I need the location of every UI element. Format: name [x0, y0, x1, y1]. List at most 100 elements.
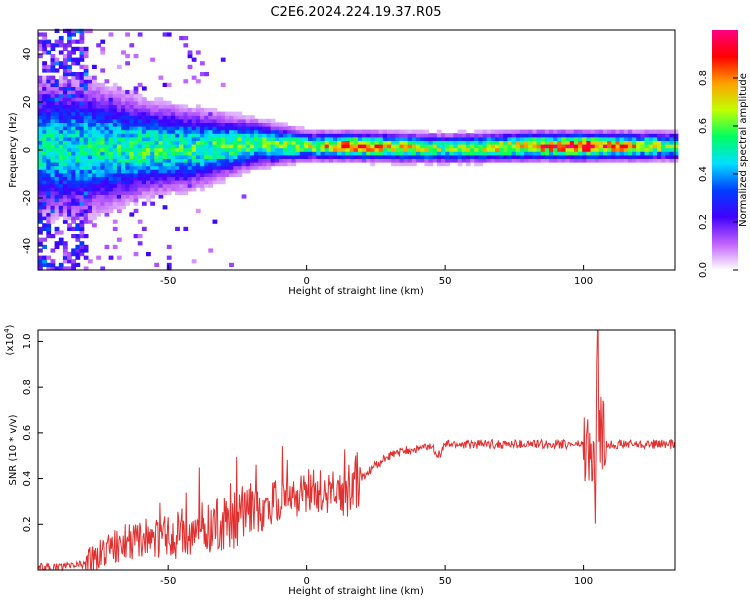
spectrogram-cell: [51, 97, 56, 101]
spectrogram-cell: [134, 126, 139, 130]
spectrogram-cell: [495, 151, 500, 155]
spectrogram-cell: [88, 83, 93, 87]
spectrogram-cell: [80, 86, 85, 90]
spectrogram-cell: [175, 137, 180, 141]
spectrogram-cell: [67, 112, 72, 116]
spectrogram-cell: [84, 68, 89, 72]
spectrogram-cell: [92, 144, 97, 148]
spectrogram-cell: [80, 212, 85, 216]
spectrogram-cell: [100, 104, 105, 108]
spectrogram-cell: [503, 148, 508, 152]
spectrogram-cell: [113, 112, 118, 116]
spectrogram-cell: [113, 191, 118, 195]
spectrogram-cell: [154, 122, 159, 126]
spectrogram-cell: [474, 158, 479, 162]
spectrogram-cell: [399, 144, 404, 148]
spectrogram-cell: [134, 166, 139, 170]
spectrogram-cell: [200, 162, 205, 166]
spectrogram-cell: [204, 115, 209, 119]
spectrogram-cell: [138, 173, 143, 177]
spectrogram-cell: [449, 151, 454, 155]
spectrogram-cell: [84, 101, 89, 105]
spectrogram-cell: [283, 155, 288, 159]
spectrogram-cell: [229, 112, 234, 116]
spectrogram-cell: [674, 151, 679, 155]
spectrogram-cell: [134, 252, 139, 256]
spectrogram-cell: [395, 130, 400, 134]
spectrogram-cell: [88, 115, 93, 119]
spectrogram-cell: [84, 220, 89, 224]
spectrogram-cell: [271, 137, 276, 141]
spectrogram-cell: [308, 130, 313, 134]
spectrogram-cell: [379, 137, 384, 141]
spectrogram-cell: [96, 112, 101, 116]
spectrogram-cell: [204, 180, 209, 184]
spectrogram-cell: [200, 119, 205, 123]
spectrogram-cell: [192, 166, 197, 170]
spectrogram-cell: [603, 148, 608, 152]
spectrogram-cell: [375, 133, 380, 137]
spectrogram-cell: [88, 151, 93, 155]
spectrogram-cell: [624, 144, 629, 148]
spectrogram-cell: [75, 155, 80, 159]
spectrogram-cell: [200, 144, 205, 148]
spectrogram-cell: [329, 130, 334, 134]
spectrogram-cell: [225, 140, 230, 144]
spectrogram-cell: [51, 61, 56, 65]
spectrogram-cell: [532, 130, 537, 134]
spectrogram-cell: [129, 191, 134, 195]
spectrogram-cell: [113, 227, 118, 231]
spectrogram-cell: [217, 133, 222, 137]
spectrogram-cell: [196, 180, 201, 184]
spectrogram-cell: [537, 144, 542, 148]
spectrogram-cell: [88, 90, 93, 94]
spectrogram-cell: [599, 130, 604, 134]
spectrogram-cell: [296, 137, 301, 141]
spectrogram-cell: [59, 209, 64, 213]
spectrogram-cell: [71, 194, 76, 198]
spectrogram-cell: [183, 112, 188, 116]
spectrogram-cell: [237, 119, 242, 123]
spectrogram-cell: [254, 133, 259, 137]
spectrogram-cell: [578, 151, 583, 155]
spectrogram-cell: [483, 155, 488, 159]
spectrogram-cell: [354, 158, 359, 162]
spectrogram-cell: [462, 133, 467, 137]
spectrogram-cell: [221, 173, 226, 177]
spectrogram-cell: [154, 151, 159, 155]
spectrogram-cell: [470, 140, 475, 144]
spectrogram-cell: [636, 137, 641, 141]
spectrogram-cell: [92, 83, 97, 87]
spectrogram-cell: [262, 137, 267, 141]
spectrogram-cell: [88, 220, 93, 224]
spectrogram-cell: [412, 151, 417, 155]
spectrogram-cell: [628, 140, 633, 144]
spectrogram-cell: [113, 122, 118, 126]
spectrogram-cell: [167, 133, 172, 137]
spectrogram-cell: [71, 112, 76, 116]
spectrogram-cell: [258, 151, 263, 155]
spectrogram-cell: [345, 130, 350, 134]
spectrogram-cell: [38, 230, 43, 234]
spectrogram-cell: [325, 140, 330, 144]
spectrogram-cell: [412, 162, 417, 166]
spectrogram-cell: [304, 158, 309, 162]
spectrogram-cell: [150, 158, 155, 162]
spectrogram-cell: [541, 133, 546, 137]
spectrogram-cell: [661, 130, 666, 134]
spectrogram-cell: [491, 133, 496, 137]
spectrogram-cell: [150, 108, 155, 112]
spectrogram-cell: [287, 151, 292, 155]
spectrogram-cell: [59, 238, 64, 242]
spectrogram-cell: [55, 169, 60, 173]
spectrogram-cell: [121, 126, 126, 130]
spectrogram-cell: [80, 191, 85, 195]
spectrogram-cell: [175, 184, 180, 188]
spectrogram-cell: [63, 151, 68, 155]
spectrogram-cell: [146, 187, 151, 191]
spectrogram-cell: [188, 148, 193, 152]
spectrogram-cell: [51, 94, 56, 98]
spectrogram-cell: [275, 144, 280, 148]
spectrogram-cell: [125, 119, 130, 123]
spectrogram-cell: [134, 86, 139, 90]
